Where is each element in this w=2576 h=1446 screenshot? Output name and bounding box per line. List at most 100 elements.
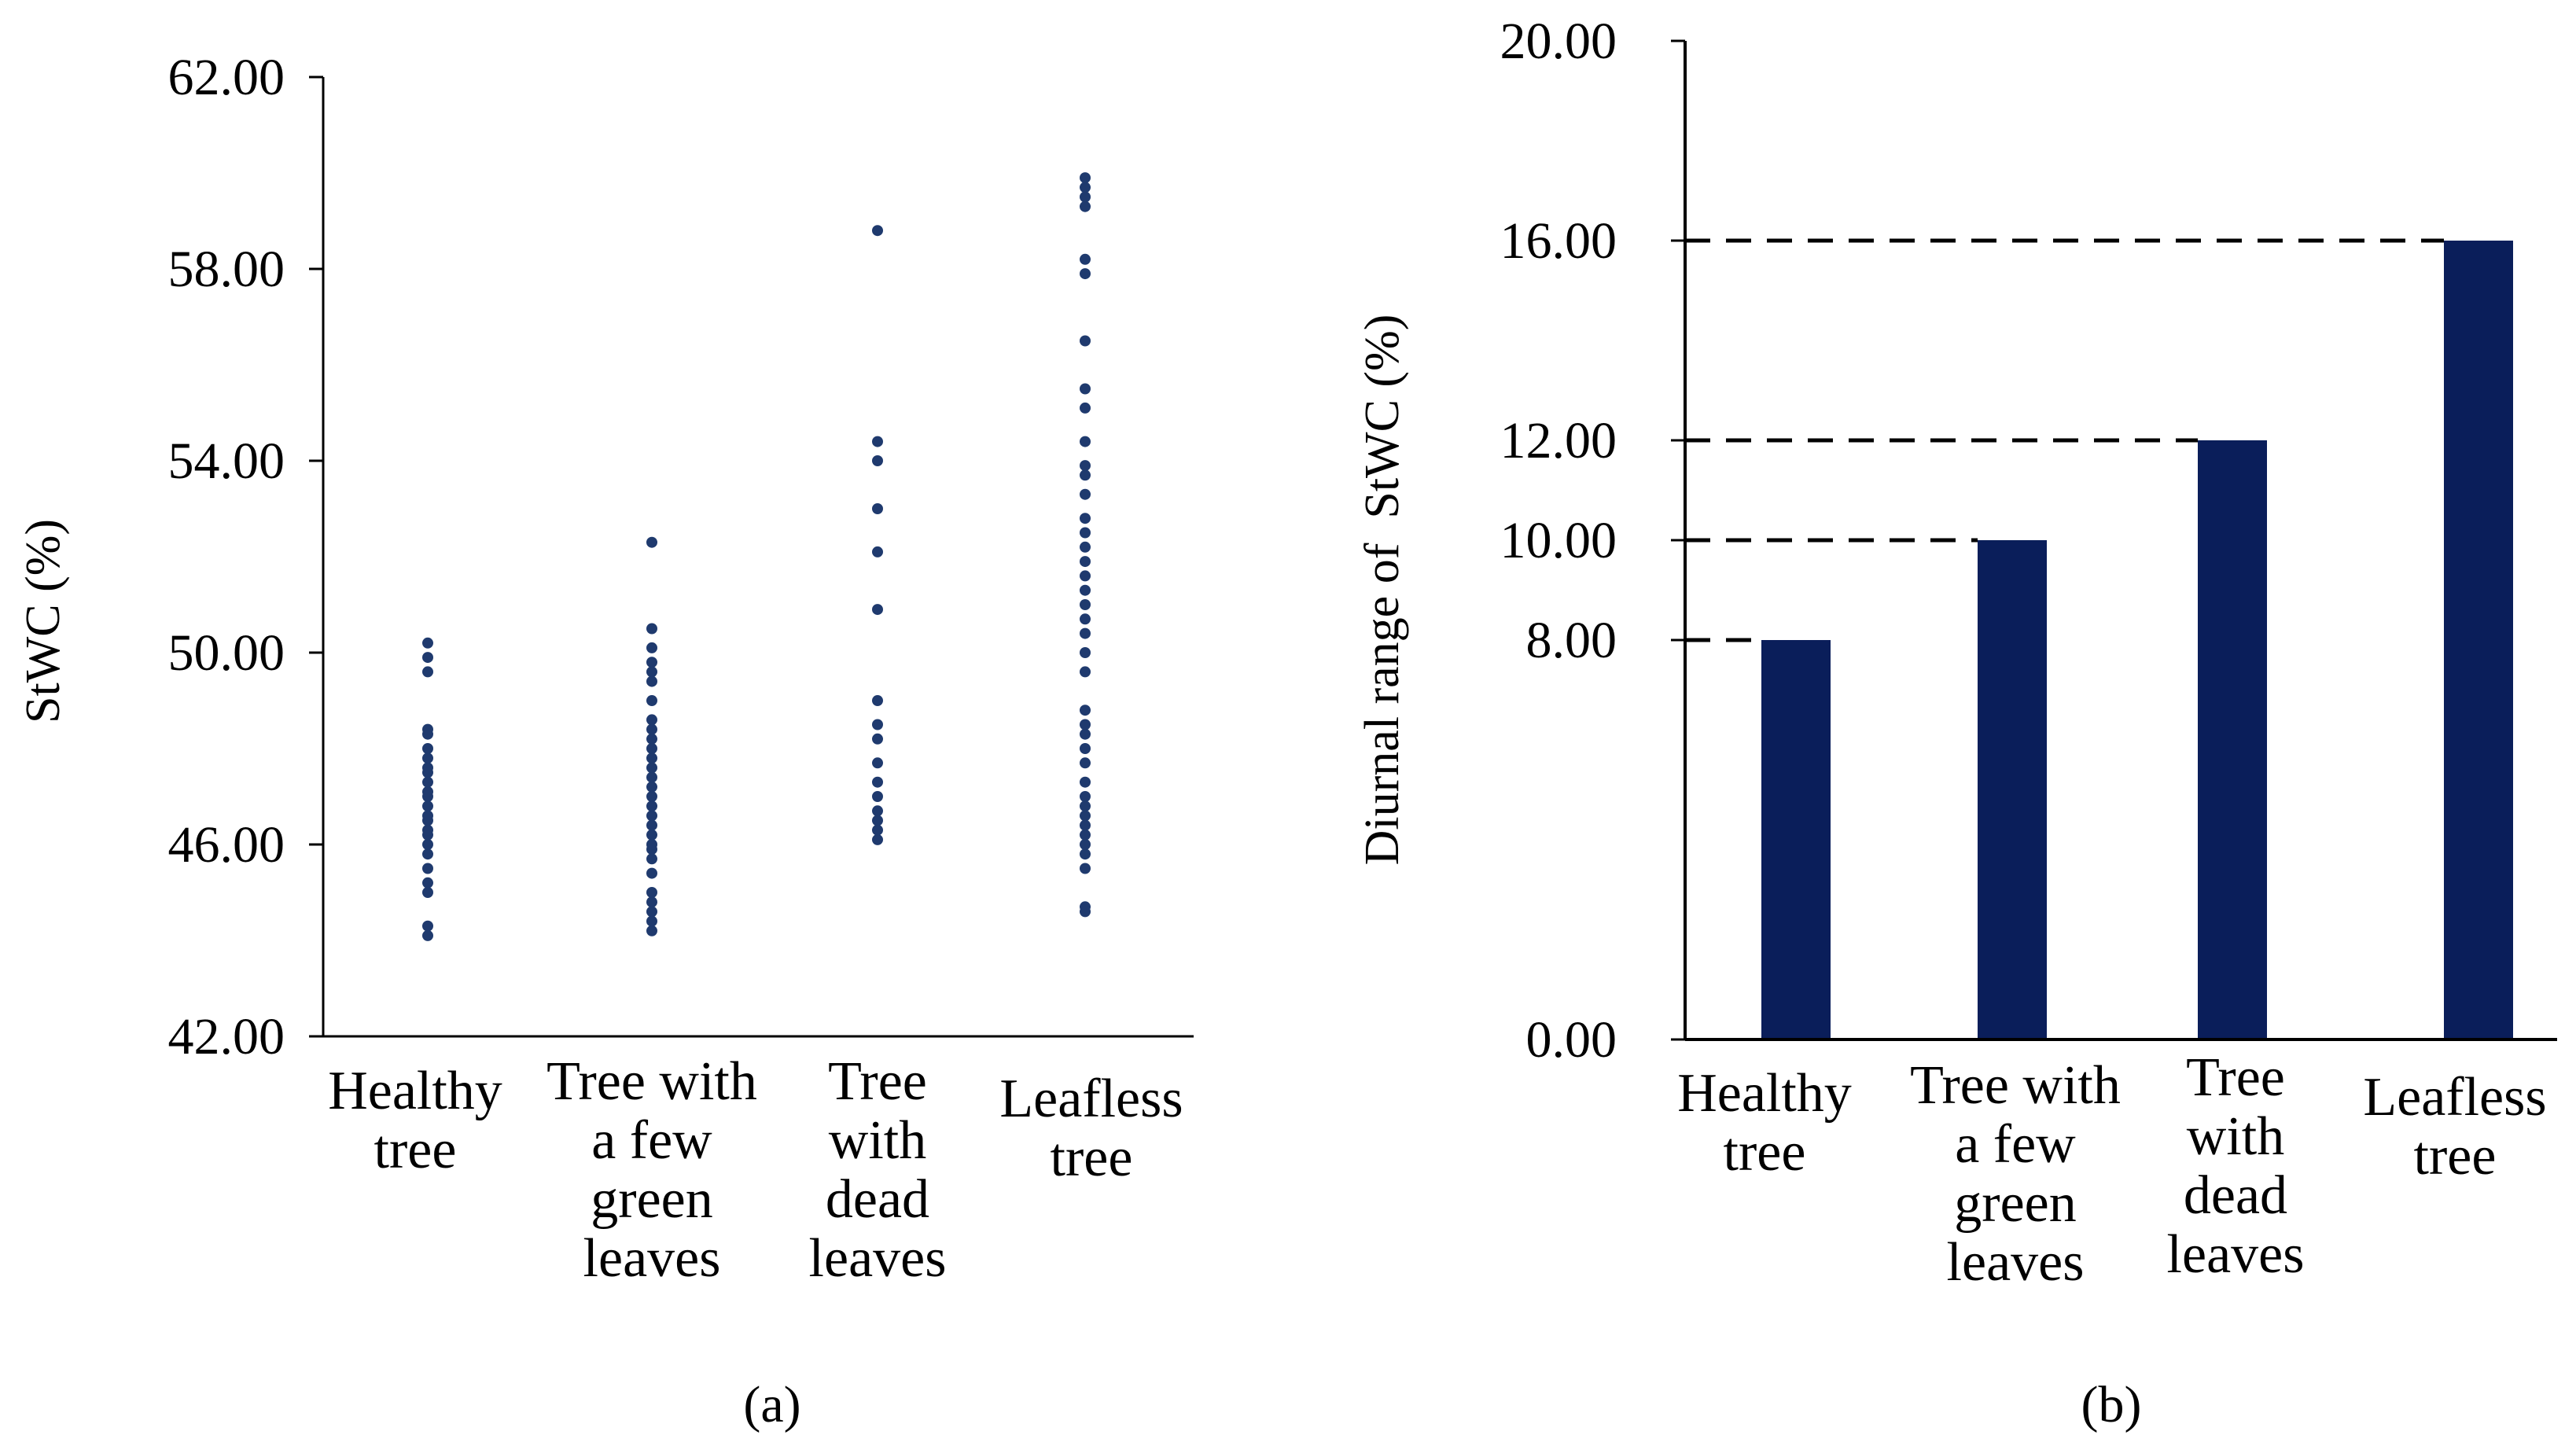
panel-a-points bbox=[422, 172, 1091, 941]
panel-a-point bbox=[422, 810, 433, 822]
panel-a-point bbox=[1080, 800, 1091, 812]
panel-b-bar-chart: 0.00 8.00 10.00 12.00 16.00 20.00 Healthy tree… bbox=[1356, 13, 2557, 1433]
panel-a-point bbox=[646, 906, 657, 918]
panel-a-point bbox=[1080, 513, 1091, 524]
panel-b-y-tick-label: 12.00 bbox=[1500, 412, 1617, 469]
panel-a-point bbox=[872, 436, 883, 447]
panel-a-y-tick-label: 42.00 bbox=[168, 1008, 285, 1065]
panel-a-point bbox=[646, 743, 657, 754]
panel-a-point bbox=[1080, 488, 1091, 500]
panel-a-point bbox=[646, 695, 657, 706]
panel-a-point bbox=[646, 733, 657, 745]
panel-a-y-tick-label: 54.00 bbox=[168, 432, 285, 490]
panel-a-point bbox=[422, 824, 433, 836]
panel-a-x-tick-labels: Healthy tree Tree with a few green leaves Tree… bbox=[328, 1051, 1183, 1289]
panel-a-y-axis-title: StWC (%) bbox=[17, 519, 70, 723]
panel-a-point bbox=[422, 848, 433, 860]
panel-a-point bbox=[1080, 757, 1091, 769]
panel-a-point bbox=[646, 800, 657, 812]
panel-a-point bbox=[1080, 541, 1091, 553]
panel-a-point bbox=[646, 819, 657, 831]
panel-a-category-label: Tree with dead leaves bbox=[809, 1051, 947, 1289]
panel-a-point bbox=[646, 925, 657, 936]
panel-a-point bbox=[1080, 819, 1091, 831]
panel-b-bar bbox=[1761, 640, 1831, 1039]
panel-b-y-tick-label: 0.00 bbox=[1526, 1011, 1617, 1069]
panel-a-point bbox=[872, 503, 883, 514]
panel-a-point bbox=[422, 723, 433, 735]
panel-a-point bbox=[646, 762, 657, 774]
panel-a-point bbox=[422, 652, 433, 664]
panel-a-point bbox=[872, 833, 883, 845]
panel-a-point bbox=[422, 877, 433, 889]
panel-a-point bbox=[646, 714, 657, 726]
panel-a-point bbox=[1080, 863, 1091, 874]
panel-a-point bbox=[646, 853, 657, 865]
panel-a-y-tick-label: 58.00 bbox=[168, 241, 285, 298]
panel-a-point bbox=[1080, 436, 1091, 447]
panel-a-point bbox=[1080, 627, 1091, 639]
panel-a-point bbox=[422, 743, 433, 754]
panel-a-point bbox=[422, 887, 433, 898]
panel-a-point bbox=[646, 642, 657, 653]
panel-a-point bbox=[1080, 613, 1091, 625]
panel-a-point bbox=[1080, 776, 1091, 788]
panel-a-y-ticks: 62.00 58.00 54.00 50.00 46.00 42.00 bbox=[168, 49, 323, 1065]
panel-b-category-label: Tree with a few green leaves bbox=[1910, 1055, 2121, 1293]
panel-b-label: (b) bbox=[2081, 1376, 2142, 1433]
panel-b-y-axis-title: Diurnal range of StWC (%) bbox=[1356, 315, 1409, 866]
panel-a-point bbox=[646, 839, 657, 850]
panel-a-point bbox=[872, 455, 883, 466]
panel-a-point bbox=[872, 824, 883, 836]
panel-a-point bbox=[646, 887, 657, 898]
panel-b-bars bbox=[1761, 241, 2513, 1039]
panel-b-y-ticks: 0.00 8.00 10.00 12.00 16.00 20.00 bbox=[1500, 13, 1685, 1069]
panel-a-point bbox=[422, 637, 433, 649]
panel-a-point bbox=[646, 657, 657, 668]
panel-b-category-label: Tree with dead leaves bbox=[2167, 1047, 2305, 1285]
panel-a-category-label: Healthy tree bbox=[328, 1061, 502, 1180]
panel-a-y-tick-label: 46.00 bbox=[168, 816, 285, 874]
panel-a-point bbox=[646, 752, 657, 764]
panel-a-point bbox=[1080, 719, 1091, 730]
panel-a-point bbox=[1080, 460, 1091, 472]
panel-a-point bbox=[1080, 705, 1091, 716]
panel-a-point bbox=[872, 815, 883, 826]
panel-a-point bbox=[872, 695, 883, 706]
panel-a-point bbox=[646, 810, 657, 822]
panel-b-x-tick-labels: Healthy tree Tree with a few green leaves Tree… bbox=[1677, 1047, 2546, 1293]
panel-a-scatter-chart: 62.00 58.00 54.00 50.00 46.00 42.00 Healthy tr… bbox=[17, 49, 1194, 1433]
panel-a-point bbox=[646, 781, 657, 793]
panel-a-point bbox=[872, 225, 883, 237]
panel-a-point bbox=[872, 546, 883, 557]
panel-a-point bbox=[1080, 743, 1091, 754]
panel-a-point bbox=[872, 776, 883, 788]
panel-a-point bbox=[1080, 791, 1091, 802]
panel-a-point bbox=[1080, 172, 1091, 184]
panel-a-point bbox=[872, 791, 883, 802]
panel-a-point bbox=[646, 896, 657, 908]
panel-a-point bbox=[1080, 383, 1091, 395]
panel-a-point bbox=[422, 920, 433, 932]
panel-a-point bbox=[646, 666, 657, 678]
panel-a-point bbox=[1080, 570, 1091, 582]
panel-a-point bbox=[646, 791, 657, 802]
panel-a-point bbox=[422, 752, 433, 764]
panel-b-category-label: Leafless tree bbox=[2363, 1067, 2546, 1187]
panel-a-point bbox=[1080, 647, 1091, 658]
panel-a-point bbox=[1080, 584, 1091, 596]
panel-a-y-tick-label: 62.00 bbox=[168, 49, 285, 106]
panel-a-point bbox=[1080, 810, 1091, 822]
panel-a-point bbox=[1080, 402, 1091, 414]
panel-a-point bbox=[1080, 901, 1091, 913]
panel-a-point bbox=[1080, 829, 1091, 841]
panel-a-point bbox=[646, 723, 657, 735]
panel-a-point bbox=[646, 915, 657, 927]
panel-a-point bbox=[646, 771, 657, 783]
panel-a-point bbox=[646, 536, 657, 548]
panel-a-point bbox=[422, 666, 433, 678]
panel-b-y-tick-label: 8.00 bbox=[1526, 612, 1617, 669]
panel-a-point bbox=[422, 839, 433, 850]
panel-a-point bbox=[872, 805, 883, 817]
